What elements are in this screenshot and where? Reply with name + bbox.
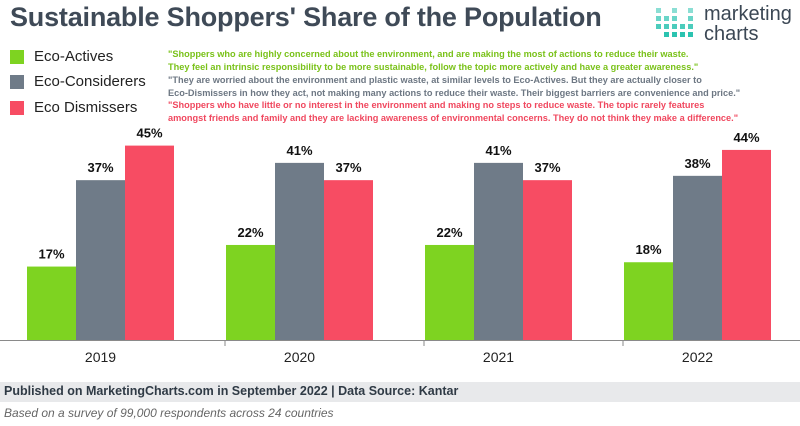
logo-dot — [664, 16, 669, 21]
x-tick-label-2021: 2021 — [483, 349, 514, 365]
bar-chart: 17% 37% 45% 2019 22% 41% 37% 2020 22% 41% 37% 2021 1… — [0, 126, 800, 365]
bar-eco-considerers-2022 — [673, 175, 722, 340]
eco-actives-description-line2: They feel an intrinsic responsibility to… — [168, 62, 699, 72]
data-label-eco-actives-2019: 17% — [38, 247, 64, 262]
logo-dot — [656, 24, 661, 29]
bar-eco-actives-2019 — [27, 266, 76, 340]
data-label-eco-considerers-2019: 37% — [87, 160, 113, 175]
logo-dots-icon — [656, 8, 693, 37]
bar-eco-actives-2021 — [425, 244, 474, 340]
marketingcharts-logo: marketing charts — [654, 4, 794, 44]
chart-title: Sustainable Shoppers' Share of the Popul… — [10, 2, 602, 32]
data-label-eco-actives-2022: 18% — [635, 242, 661, 257]
legend-label-eco-considerers: Eco-Considerers — [34, 73, 146, 90]
eco-considerers-description-line2: Eco-Dismissers in how they act, not maki… — [168, 88, 741, 98]
logo-dot — [664, 24, 669, 29]
logo-dot — [688, 8, 693, 13]
logo-dot — [656, 16, 661, 21]
logo-dot — [680, 32, 685, 37]
data-label-eco-dismissers-2020: 37% — [335, 160, 361, 175]
bar-eco-considerers-2019 — [76, 180, 125, 340]
x-tick-label-2019: 2019 — [85, 349, 116, 365]
eco-actives-description: "Shoppers who are highly concerned about… — [168, 48, 798, 74]
logo-dot — [688, 16, 693, 21]
data-label-eco-actives-2020: 22% — [237, 225, 263, 240]
eco-actives-description-line1: "Shoppers who are highly concerned about… — [168, 49, 689, 59]
eco-considerers-description: "They are worried about the environment … — [168, 74, 798, 100]
logo-dot — [656, 8, 661, 13]
footnote: Based on a survey of 99,000 respondents … — [4, 406, 334, 420]
data-label-eco-dismissers-2022: 44% — [733, 130, 759, 145]
legend-swatch-eco-dismissers — [10, 101, 24, 115]
bar-eco-actives-2022 — [624, 262, 673, 340]
x-tick-label-2022: 2022 — [682, 349, 713, 365]
logo-dot — [664, 32, 669, 37]
logo-dot — [672, 24, 677, 29]
eco-considerers-description-line1: "They are worried about the environment … — [168, 75, 702, 85]
legend-swatch-eco-considerers — [10, 75, 24, 89]
data-label-eco-dismissers-2019: 45% — [136, 126, 162, 141]
x-tick-label-2020: 2020 — [284, 349, 315, 365]
bar-eco-considerers-2021 — [474, 162, 523, 340]
logo-dot — [688, 24, 693, 29]
legend-label-eco-dismissers: Eco Dismissers — [34, 99, 138, 116]
data-label-eco-considerers-2022: 38% — [684, 156, 710, 171]
footer-bar: Published on MarketingCharts.com in Sept… — [0, 382, 800, 402]
logo-dot — [672, 32, 677, 37]
eco-dismissers-description-line2: amongst friends and family and they are … — [168, 113, 739, 123]
bar-eco-dismissers-2020 — [324, 180, 373, 340]
bar-eco-actives-2020 — [226, 244, 275, 340]
data-label-eco-considerers-2021: 41% — [485, 143, 511, 158]
logo-dot — [672, 16, 677, 21]
legend-swatch-eco-actives — [10, 50, 24, 64]
eco-dismissers-description: "Shoppers who have little or no interest… — [168, 99, 798, 125]
logo-dot — [680, 24, 685, 29]
footer-source-text: Published on MarketingCharts.com in Sept… — [4, 384, 459, 398]
bar-eco-dismissers-2022 — [722, 149, 771, 340]
logo-dot — [688, 32, 693, 37]
data-label-eco-actives-2021: 22% — [436, 225, 462, 240]
eco-dismissers-description-line1: "Shoppers who have little or no interest… — [168, 100, 705, 110]
bar-eco-dismissers-2019 — [125, 145, 174, 340]
logo-text-line2: charts — [704, 23, 759, 45]
data-label-eco-dismissers-2021: 37% — [534, 160, 560, 175]
legend-label-eco-actives: Eco-Actives — [34, 48, 114, 65]
bar-eco-dismissers-2021 — [523, 180, 572, 340]
data-label-eco-considerers-2020: 41% — [286, 143, 312, 158]
bar-eco-considerers-2020 — [275, 162, 324, 340]
logo-text-line1: marketing — [704, 3, 792, 25]
logo-dot — [672, 8, 677, 13]
